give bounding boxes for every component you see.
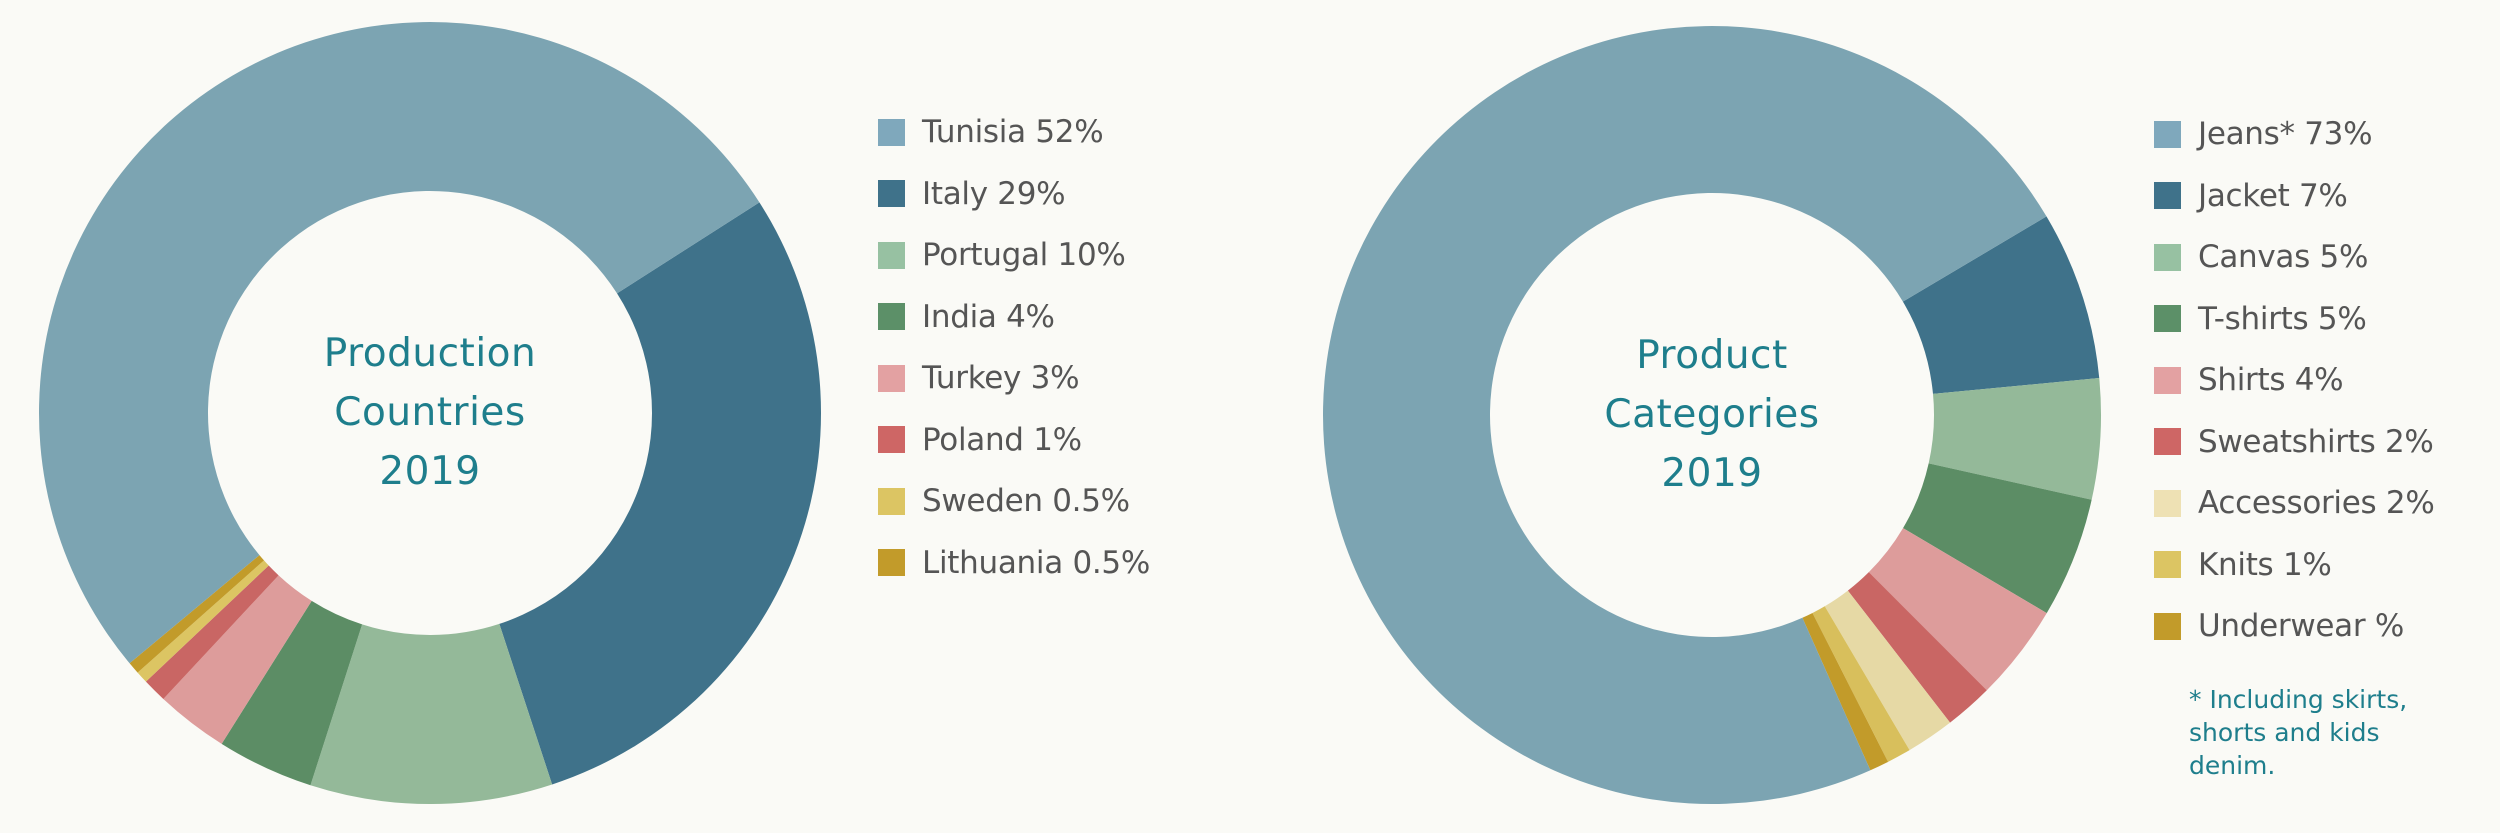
footnote-line: shorts and kids [2189,718,2380,747]
slice-t-shirts [1903,463,2092,614]
slice-turkey [163,575,312,744]
legend-swatch [2154,366,2181,394]
legend-label: India 4% [922,298,1055,335]
legend-label: Jeans* 73% [2198,116,2373,152]
legend-label: Jacket 7% [2198,177,2348,214]
slice-sweatshirts [1847,572,1987,723]
legend-item: Poland 1% [878,420,1082,460]
slice-shirts [1868,528,2047,691]
legend-label: Italy 29% [922,175,1066,212]
legend-label: Sweatshirts 2% [2198,423,2434,460]
legend-swatch [878,241,905,269]
footnote-line: denim. [2189,751,2276,780]
slice-accessories [1824,590,1951,751]
legend-label: Sweden 0.5% [922,483,1130,519]
legend-item: Turkey 3% [878,358,1080,398]
slice-knits [1812,606,1910,762]
title-line: 2019 [1661,451,1763,496]
slice-portugal [310,623,553,804]
legend-item: Jacket 7% [2154,176,2348,216]
slice-jacket [1902,216,2100,394]
legend-label: Portugal 10% [922,237,1126,273]
legend-label: Poland 1% [922,421,1082,458]
legend-swatch [878,487,905,515]
legend-swatch [2154,243,2181,271]
legend-item: Canvas 5% [2154,237,2368,277]
slice-poland [145,565,279,699]
legend-swatch [878,180,905,207]
legend-item: Portugal 10% [878,235,1126,275]
legend-swatch [2154,551,2181,578]
legend-item: Sweatshirts 2% [2154,422,2434,462]
slice-underwear [1802,612,1889,771]
title-line: Countries [334,390,526,435]
legend-item: Knits 1% [2154,545,2332,585]
legend-item: Lithuania 0.5% [878,543,1150,583]
legend-swatch [878,549,905,576]
title-line: Production [323,331,537,376]
legend-item: Underwear % [2154,606,2404,646]
legend-label: Shirts 4% [2198,362,2344,398]
slice-sweden [137,560,269,682]
title-line: Categories [1604,392,1820,437]
legend-item: Shirts 4% [2154,360,2344,400]
title-line: Product [1636,333,1788,378]
legend-item: Accessories 2% [2154,483,2435,523]
legend-label: Canvas 5% [2198,239,2369,275]
legend-label: Tunisia 52% [922,114,1104,150]
legend-item: Tunisia 52% [878,112,1104,152]
slice-jeans [1323,26,2047,804]
legend-swatch [878,426,905,453]
legend-item: T-shirts 5% [2154,299,2367,339]
legend-item: Sweden 0.5% [878,481,1130,521]
legend-item: India 4% [878,297,1055,337]
slice-lithuania [129,555,264,673]
legend-item: Italy 29% [878,174,1066,214]
legend-item: Jeans* 73% [2154,114,2373,154]
legend-label: Accessories 2% [2198,485,2435,521]
slice-india [221,600,363,786]
footnote-line: * Including skirts, [2189,685,2408,714]
legend-label: Underwear % [2198,608,2405,644]
legend-swatch [2154,428,2181,455]
legend-swatch [2154,612,2181,640]
production-countries-donut [38,21,821,804]
legend-label: T-shirts 5% [2198,300,2367,337]
legend-label: Lithuania 0.5% [922,544,1150,581]
legend-swatch [2154,305,2181,332]
jeans-footnote: * Including skirts, shorts and kids deni… [2189,683,2449,782]
legend-swatch [878,303,905,330]
title-line: 2019 [379,449,481,494]
legend-swatch [2154,120,2181,148]
legend-swatch [878,118,905,146]
product-categories-title: Product Categories 2019 [1522,326,1902,503]
slice-canvas [1928,378,2101,500]
legend-label: Knits 1% [2198,546,2332,583]
slice-tunisia [38,21,760,664]
product-categories-donut [1323,26,2101,804]
legend-swatch [878,364,905,392]
slice-italy [499,202,821,785]
legend-swatch [2154,489,2181,517]
legend-swatch [2154,182,2181,209]
legend-label: Turkey 3% [922,360,1080,396]
production-countries-title: Production Countries 2019 [240,324,620,501]
